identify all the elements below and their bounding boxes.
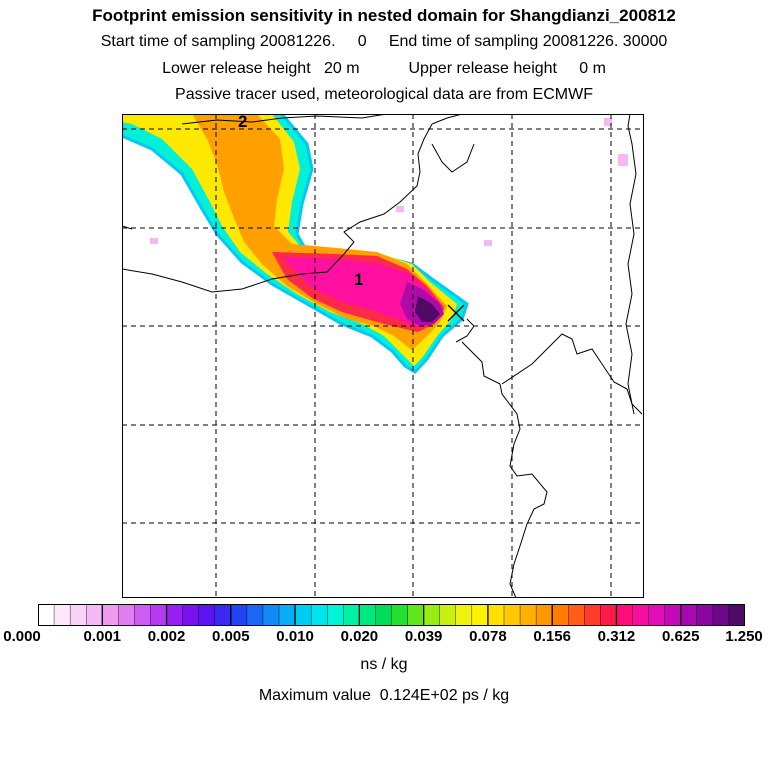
colorbar-tick-label: 0.039 (404, 628, 443, 645)
colorbar-cell (616, 604, 634, 626)
colorbar-cell (568, 604, 586, 626)
colorbar-cell (696, 604, 714, 626)
colorbar-cell (53, 604, 71, 626)
colorbar-units: ns / kg (360, 656, 408, 673)
colorbar-cell (166, 604, 184, 626)
contour-label: 1 (354, 270, 363, 289)
colorbar-cell (359, 604, 377, 626)
colorbar-cell (391, 604, 409, 626)
colorbar-cell (584, 604, 602, 626)
colorbar-cell (310, 604, 328, 626)
colorbar-tick-label: 0.001 (83, 628, 122, 645)
colorbar-cell (294, 604, 312, 626)
colorbar-tick-label: 0.000 (3, 628, 41, 645)
colorbar-tick-label: 0.002 (147, 628, 186, 645)
colorbar-tick-label: 0.312 (597, 628, 636, 645)
colorbar-cell (198, 604, 216, 626)
colorbar-cell (728, 604, 745, 626)
colorbar-cell (134, 604, 152, 626)
colorbar-cell (343, 604, 361, 626)
colorbar-cell (551, 604, 569, 626)
colorbar-cell (230, 604, 248, 626)
colorbar-cell (455, 604, 473, 626)
colorbar-cell (519, 604, 537, 626)
colorbar-cell (182, 604, 200, 626)
colorbar-tick-label: 1.250 (725, 628, 763, 645)
colorbar-cell (632, 604, 650, 626)
map-frame (122, 114, 644, 598)
colorbar-cell (487, 604, 505, 626)
colorbar (38, 604, 745, 626)
colorbar-cell (262, 604, 280, 626)
stray-pixel (396, 206, 404, 212)
colorbar-cell (439, 604, 457, 626)
colorbar-cell (214, 604, 232, 626)
colorbar-cell (246, 604, 264, 626)
colorbar-tick-label: 0.020 (340, 628, 379, 645)
colorbar-cell (503, 604, 521, 626)
stray-pixel (484, 240, 492, 246)
colorbar-cell (471, 604, 489, 626)
colorbar-cell (680, 604, 698, 626)
colorbar-tick-label: 0.005 (212, 628, 250, 645)
colorbar-cell (118, 604, 136, 626)
sampling-time-line: Start time of sampling 20081226. 0 End t… (100, 33, 668, 50)
colorbar-cell (102, 604, 120, 626)
colorbar-cell (327, 604, 345, 626)
colorbar-cell (38, 604, 55, 626)
release-x-marker (447, 304, 465, 322)
maximum-value-text: Maximum value 0.124E+02 ps / kg (258, 687, 510, 704)
contour-label: 2 (238, 114, 247, 131)
colorbar-tick-label: 0.078 (469, 628, 507, 645)
colorbar-cell (407, 604, 425, 626)
colorbar-cell (278, 604, 296, 626)
colorbar-cell (86, 604, 103, 626)
footprint-map: 1 2 (122, 114, 644, 598)
colorbar-tick-label: 0.625 (661, 628, 700, 645)
colorbar-cell (375, 604, 393, 626)
colorbar-cell (712, 604, 730, 626)
colorbar-cell (423, 604, 441, 626)
lat-lon-grid (122, 114, 644, 598)
plume (122, 114, 628, 374)
release-height-line: Lower release height 20 m Upper release … (162, 60, 606, 77)
colorbar-cell (664, 604, 682, 626)
colorbar-tick-label: 0.010 (276, 628, 314, 645)
stray-pixel (150, 238, 158, 244)
plume-band-dark (415, 296, 440, 322)
colorbar-tick-label: 0.156 (533, 628, 571, 645)
tracer-info-line: Passive tracer used, meteorological data… (175, 86, 593, 103)
plot-title: Footprint emission sensitivity in nested… (92, 6, 676, 25)
colorbar-cell (600, 604, 618, 626)
coastlines (122, 114, 643, 598)
colorbar-cell (69, 604, 87, 626)
colorbar-cell (150, 604, 168, 626)
colorbar-cell (648, 604, 666, 626)
colorbar-cell (535, 604, 553, 626)
stray-pixel (618, 154, 628, 166)
stray-pixel (604, 118, 612, 126)
